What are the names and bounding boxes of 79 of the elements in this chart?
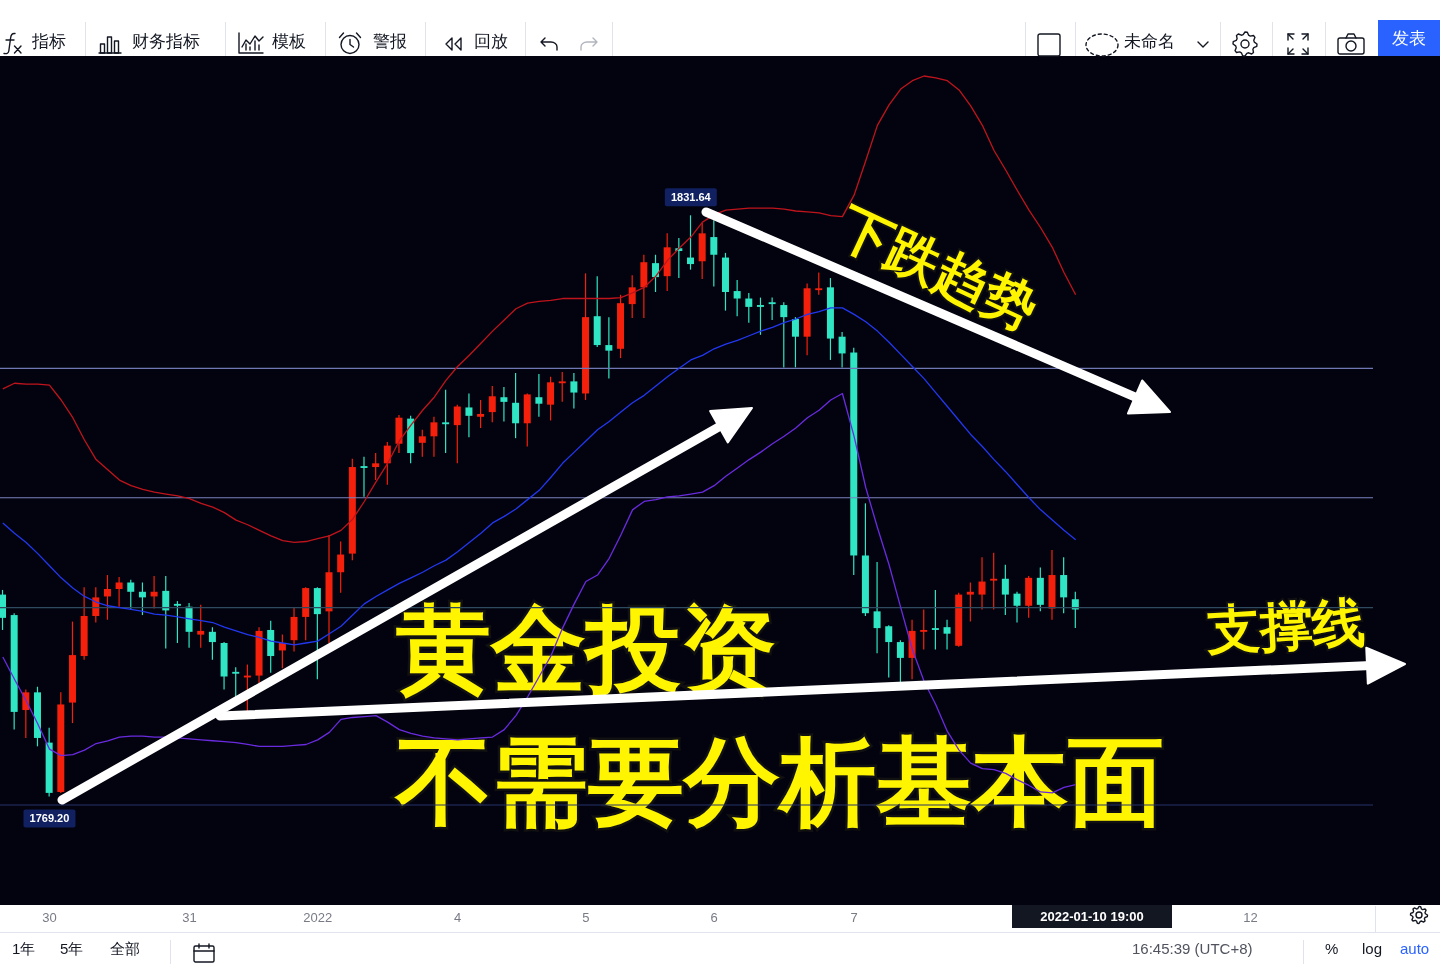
candlestick	[756, 296, 764, 336]
candlestick	[208, 626, 216, 661]
candlestick	[966, 581, 974, 623]
annotation: 下跌趋势	[829, 195, 1047, 341]
candlestick	[512, 372, 520, 439]
candlestick	[337, 540, 345, 594]
candlestick	[103, 574, 111, 621]
candlestick	[232, 666, 240, 698]
candlestick	[1060, 556, 1068, 614]
x-tick-label: 6	[710, 910, 718, 926]
candlestick	[442, 389, 450, 454]
candlestick	[558, 371, 566, 403]
candlestick	[931, 589, 939, 651]
candlestick	[127, 579, 135, 611]
candlestick	[873, 561, 881, 654]
text: 指标	[32, 32, 66, 51]
x-tick-label: 7	[850, 910, 858, 926]
text: 回放	[474, 32, 508, 51]
candlestick	[920, 608, 928, 651]
candlestick	[138, 581, 146, 616]
candlestick	[547, 376, 555, 422]
candlestick	[896, 639, 904, 683]
text: 1年	[12, 940, 36, 957]
annotation: 1831.64	[670, 191, 712, 204]
candlestick	[372, 452, 380, 481]
candlestick	[477, 399, 485, 429]
x-tick-label: 5	[582, 910, 590, 926]
candlestick	[1001, 564, 1009, 616]
candlestick	[745, 292, 753, 324]
candlestick	[687, 214, 694, 271]
text: 模板	[272, 32, 306, 51]
candlestick	[173, 600, 181, 644]
candlestick	[197, 604, 205, 649]
candlestick	[838, 331, 846, 369]
candlestick	[535, 373, 543, 418]
candlestick	[628, 274, 636, 319]
candlestick	[943, 619, 951, 651]
text: 未命名	[1124, 32, 1175, 51]
candlestick	[733, 279, 741, 317]
candlestick	[652, 254, 660, 293]
candlestick	[885, 624, 893, 679]
text: 财务指标	[132, 32, 200, 51]
candlestick	[430, 416, 438, 458]
candlestick	[500, 386, 508, 423]
candlestick	[780, 301, 788, 369]
candlestick	[570, 372, 578, 409]
x-tick-label: 2022	[303, 910, 333, 926]
candlestick	[791, 316, 799, 369]
candlestick	[453, 404, 461, 464]
candlestick	[465, 392, 473, 438]
text: log	[1362, 940, 1383, 957]
candlestick	[0, 589, 6, 631]
candlestick	[418, 429, 426, 458]
candlestick	[115, 576, 123, 608]
candlestick	[710, 219, 718, 288]
candlestick	[768, 296, 776, 321]
x-tick-label: 31	[182, 910, 197, 926]
text: 发表	[1392, 28, 1426, 48]
annotation: 支撑线	[1204, 591, 1367, 661]
text: 警报	[373, 32, 407, 51]
text: %	[1325, 940, 1339, 957]
text: 全部	[110, 940, 140, 957]
text: 2022-01-10 19:00	[1040, 909, 1144, 924]
x-tick-label: 30	[42, 910, 57, 926]
candlestick	[990, 552, 998, 611]
candlestick	[605, 316, 613, 380]
candlestick	[488, 385, 496, 423]
text: 16:45:39 (UTC+8)	[1132, 940, 1253, 957]
candlestick	[815, 271, 823, 296]
candlestick	[162, 575, 170, 650]
annotation: 1769.20	[29, 812, 70, 825]
candlestick	[360, 456, 368, 498]
text: 5年	[60, 940, 84, 957]
x-tick-label: 12	[1243, 910, 1258, 926]
candlestick	[1013, 591, 1021, 624]
text: auto	[1400, 940, 1430, 957]
x-tick-label: 4	[453, 910, 462, 926]
candlestick	[290, 607, 298, 652]
candlestick	[978, 556, 986, 611]
